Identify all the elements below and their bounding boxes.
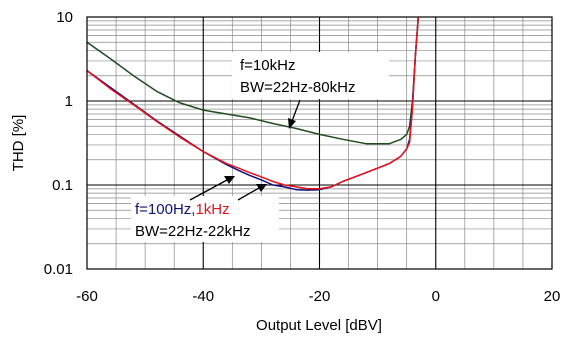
callout-box-1khz xyxy=(131,196,279,242)
x-tick-label: -40 xyxy=(192,288,214,305)
label-bw-80khz: BW=22Hz-80kHz xyxy=(240,79,355,96)
series-layer xyxy=(86,16,420,191)
arrow-10khz-shaft xyxy=(291,99,301,122)
y-tick-label: 10 xyxy=(56,9,73,26)
arrow-1khz-head xyxy=(256,184,267,192)
label-bw-22khz: BW=22Hz-22kHz xyxy=(135,223,250,240)
x-tick-label: -20 xyxy=(309,288,331,305)
x-tick-label: 0 xyxy=(432,288,440,305)
label-f100hz: f=100Hz, xyxy=(135,201,195,218)
x-tick-label: 20 xyxy=(544,288,561,305)
y-tick-label: 0.1 xyxy=(52,177,73,194)
y-tick-label: 0.01 xyxy=(44,261,73,278)
label-f1khz: 1kHz xyxy=(195,201,229,218)
label-f100hz-1khz: f=100Hz,1kHz xyxy=(135,201,230,218)
arrow-10khz-head xyxy=(288,118,296,129)
callout-box-10khz xyxy=(232,52,389,99)
plot-frame xyxy=(86,16,553,270)
series-line-2 xyxy=(86,16,420,190)
y-axis-title: THD [%] xyxy=(10,115,27,172)
y-tick-label: 1 xyxy=(65,93,73,110)
arrow-100hz-head xyxy=(224,176,235,184)
arrow-1khz-shaft xyxy=(237,187,260,201)
series-line-1 xyxy=(86,16,420,191)
arrow-100hz-shaft xyxy=(189,179,228,201)
tick-labels: -60 -40 -20 0 20 0.01 0.1 1 10 xyxy=(44,9,561,305)
series-line-0 xyxy=(86,16,420,145)
x-axis-title: Output Level [dBV] xyxy=(256,317,382,334)
label-f10khz: f=10kHz xyxy=(240,57,295,74)
x-tick-label: -60 xyxy=(76,288,98,305)
